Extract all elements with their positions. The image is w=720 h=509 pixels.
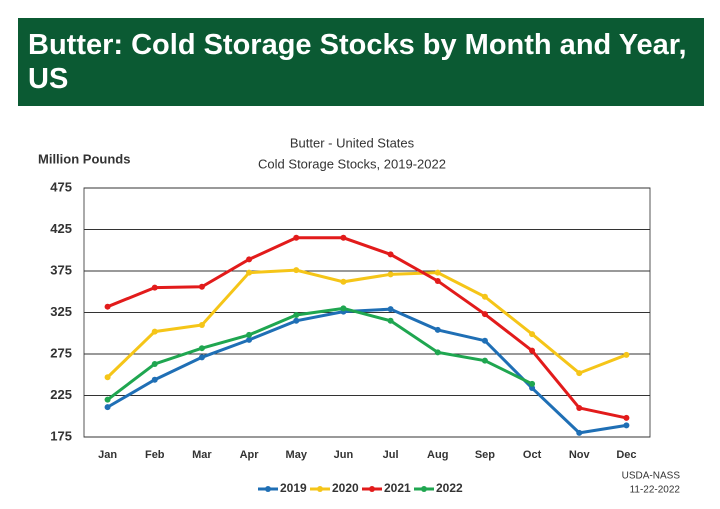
point bbox=[623, 351, 630, 358]
point bbox=[434, 349, 441, 356]
series-line bbox=[106, 268, 627, 379]
x-tick-label: Feb bbox=[145, 449, 165, 461]
chart-subtitle: Cold Storage Stocks, 2019-2022 bbox=[258, 156, 446, 171]
y-tick-label: 375 bbox=[50, 262, 72, 277]
point bbox=[198, 354, 205, 361]
x-tick-label: Dec bbox=[616, 449, 636, 461]
point bbox=[293, 311, 300, 318]
point bbox=[434, 269, 441, 276]
point bbox=[151, 376, 158, 383]
legend-label: 2022 bbox=[436, 481, 463, 495]
series-line bbox=[106, 306, 533, 401]
point bbox=[104, 303, 111, 310]
point bbox=[104, 374, 111, 381]
point bbox=[151, 328, 158, 335]
y-tick-label: 275 bbox=[50, 345, 72, 360]
point bbox=[623, 414, 630, 421]
y-tick-label: 175 bbox=[50, 428, 72, 443]
series-line bbox=[106, 307, 627, 435]
point bbox=[481, 311, 488, 318]
legend-label: 2019 bbox=[280, 481, 307, 495]
x-tick-label: Mar bbox=[192, 449, 212, 461]
point bbox=[340, 278, 347, 285]
legend-dot bbox=[421, 486, 427, 492]
point bbox=[104, 404, 111, 411]
y-tick-label: 425 bbox=[50, 221, 72, 236]
point bbox=[481, 357, 488, 364]
y-tick-label: 225 bbox=[50, 387, 72, 402]
header-title: Butter: Cold Storage Stocks by Month and… bbox=[28, 29, 687, 95]
x-tick-label: Aug bbox=[427, 449, 448, 461]
point bbox=[387, 317, 394, 324]
point bbox=[481, 337, 488, 344]
point bbox=[293, 234, 300, 241]
x-tick-label: Jul bbox=[383, 449, 399, 461]
x-tick-label: Jan bbox=[98, 449, 117, 461]
point bbox=[340, 234, 347, 241]
legend-dot bbox=[317, 486, 323, 492]
y-axis-label: Million Pounds bbox=[38, 151, 130, 166]
y-tick-label: 475 bbox=[50, 179, 72, 194]
x-tick-label: Sep bbox=[475, 449, 495, 461]
point bbox=[387, 251, 394, 258]
chart-title: Butter - United States bbox=[290, 135, 415, 150]
point bbox=[293, 317, 300, 324]
x-tick-label: Apr bbox=[240, 449, 260, 461]
y-tick-label: 325 bbox=[50, 304, 72, 319]
point bbox=[198, 345, 205, 352]
header-banner: Butter: Cold Storage Stocks by Month and… bbox=[18, 18, 704, 106]
point bbox=[434, 326, 441, 333]
point bbox=[576, 370, 583, 377]
point bbox=[529, 347, 536, 354]
date: 11-22-2022 bbox=[630, 485, 681, 496]
point bbox=[246, 269, 253, 276]
point bbox=[576, 429, 583, 436]
point bbox=[198, 283, 205, 290]
x-tick-label: Nov bbox=[569, 449, 591, 461]
x-tick-label: May bbox=[286, 449, 308, 461]
x-tick-label: Jun bbox=[334, 449, 354, 461]
point bbox=[340, 305, 347, 312]
point bbox=[387, 271, 394, 278]
point bbox=[529, 385, 536, 392]
x-tick-label: Oct bbox=[523, 449, 542, 461]
point bbox=[529, 380, 536, 387]
point bbox=[246, 336, 253, 343]
point bbox=[529, 331, 536, 338]
series-line bbox=[107, 236, 627, 420]
point bbox=[434, 277, 441, 284]
point bbox=[151, 284, 158, 291]
point bbox=[387, 306, 394, 313]
point bbox=[151, 360, 158, 367]
point bbox=[198, 321, 205, 328]
point bbox=[104, 396, 111, 403]
legend-dot bbox=[265, 486, 271, 492]
source: USDA-NASS bbox=[622, 471, 681, 482]
point bbox=[293, 267, 300, 274]
legend-label: 2020 bbox=[332, 481, 359, 495]
point bbox=[576, 404, 583, 411]
point bbox=[246, 331, 253, 338]
point bbox=[623, 422, 630, 429]
legend-label: 2021 bbox=[384, 481, 411, 495]
point bbox=[481, 293, 488, 300]
point bbox=[246, 256, 253, 263]
legend-dot bbox=[369, 486, 375, 492]
